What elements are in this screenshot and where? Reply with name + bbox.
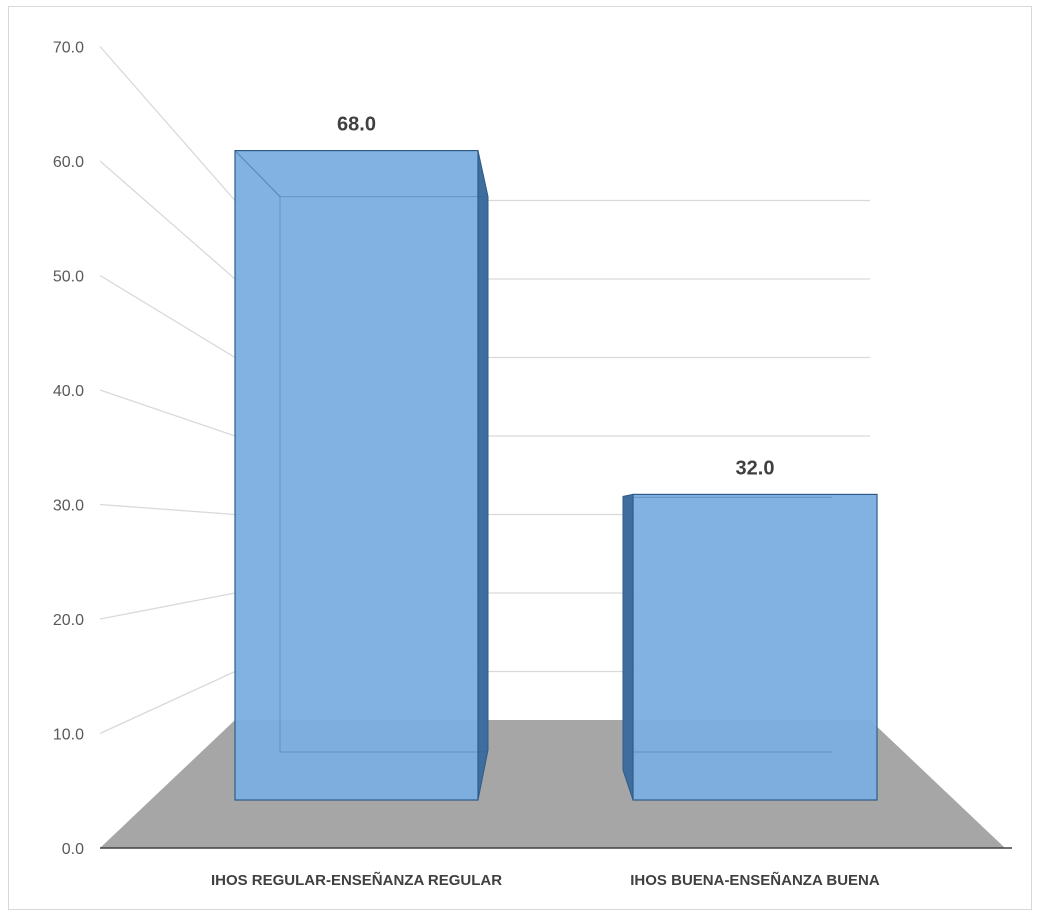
data-label: 68.0 (337, 114, 376, 136)
y-tick-label: 60.0 (53, 154, 84, 171)
bar-side (477, 150, 489, 801)
bar: 68.0 (234, 114, 489, 801)
y-tick-label: 40.0 (53, 383, 84, 400)
y-axis-ticks: 0.0 10.0 20.0 30.0 40.0 50.0 60.0 70.0 (53, 40, 84, 859)
data-label: 32.0 (736, 457, 775, 479)
x-category-label: IHOS REGULAR-ENSEÑANZA REGULAR (211, 871, 502, 889)
bar-front (234, 150, 479, 801)
bar-top-edge (234, 150, 281, 197)
y-tick-label: 20.0 (53, 612, 84, 629)
y-tick-label: 50.0 (53, 269, 84, 286)
bar-front (632, 493, 878, 801)
gridline (99, 46, 870, 202)
bar-side (622, 493, 634, 801)
y-tick-label: 10.0 (53, 727, 84, 744)
y-tick-label: 30.0 (53, 498, 84, 515)
x-category-label: IHOS BUENA-ENSEÑANZA BUENA (630, 871, 880, 889)
y-tick-label: 70.0 (53, 40, 84, 57)
bar: 32.0 (622, 457, 878, 801)
y-tick-label: 0.0 (62, 841, 84, 858)
